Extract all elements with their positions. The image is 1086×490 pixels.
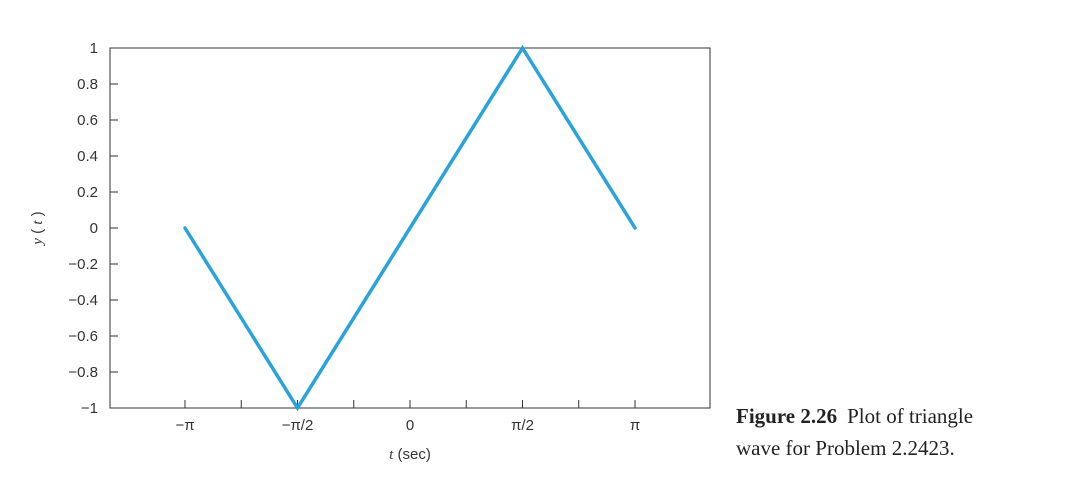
- series-line: [183, 44, 637, 412]
- plot-area: 1 0.8 0.6 0.4 0.2 0 −0.2 −0.4 −0.6 −0.8 −1 −π −π/2 0…: [29, 40, 711, 463]
- x-tick-label: π/2: [511, 417, 534, 434]
- x-axis-label: t (sec): [389, 446, 431, 463]
- y-axis-label-argument: t: [30, 220, 46, 225]
- x-tick-label: −π: [175, 417, 194, 434]
- figure-caption: Figure 2.26 Plot of triangle wave for Pro…: [736, 400, 1076, 464]
- x-tick-label: 0: [406, 417, 414, 434]
- x-tick-label: π: [630, 417, 640, 434]
- y-tick-label: −1: [81, 400, 98, 417]
- y-tick-label: 0: [90, 220, 98, 237]
- y-tick-label: −0.4: [68, 292, 98, 309]
- y-axis-label: y ( t ): [29, 211, 46, 246]
- y-tick-label: 0.6: [77, 112, 98, 129]
- figure-caption-text-line1: Plot of triangle: [847, 404, 974, 428]
- y-axis-label-close-paren: ): [29, 211, 46, 216]
- y-axis-label-open-paren: (: [29, 229, 46, 234]
- y-tick-label: 0.4: [77, 148, 98, 165]
- x-axis-label-variable: t: [389, 447, 394, 463]
- y-tick-label: −0.2: [68, 256, 98, 273]
- series-layer: [183, 44, 637, 412]
- y-tick-label: −0.8: [68, 364, 98, 381]
- y-tick-label: 0.8: [77, 76, 98, 93]
- figure-caption-label: Figure 2.26: [736, 404, 838, 428]
- y-tick-label: 0.2: [77, 184, 98, 201]
- figure-caption-text-line2: wave for Problem 2.2423.: [736, 436, 955, 460]
- y-axis-ticks: 1 0.8 0.6 0.4 0.2 0 −0.2 −0.4 −0.6 −0.8 −1: [68, 40, 118, 417]
- y-tick-label: 1: [90, 40, 98, 57]
- x-axis-label-unit: (sec): [398, 446, 431, 463]
- x-axis-ticks: −π −π/2 0 π/2 π: [175, 400, 640, 434]
- y-axis-label-variable: y: [30, 238, 46, 247]
- y-tick-label: −0.6: [68, 328, 98, 345]
- x-tick-label: −π/2: [282, 417, 314, 434]
